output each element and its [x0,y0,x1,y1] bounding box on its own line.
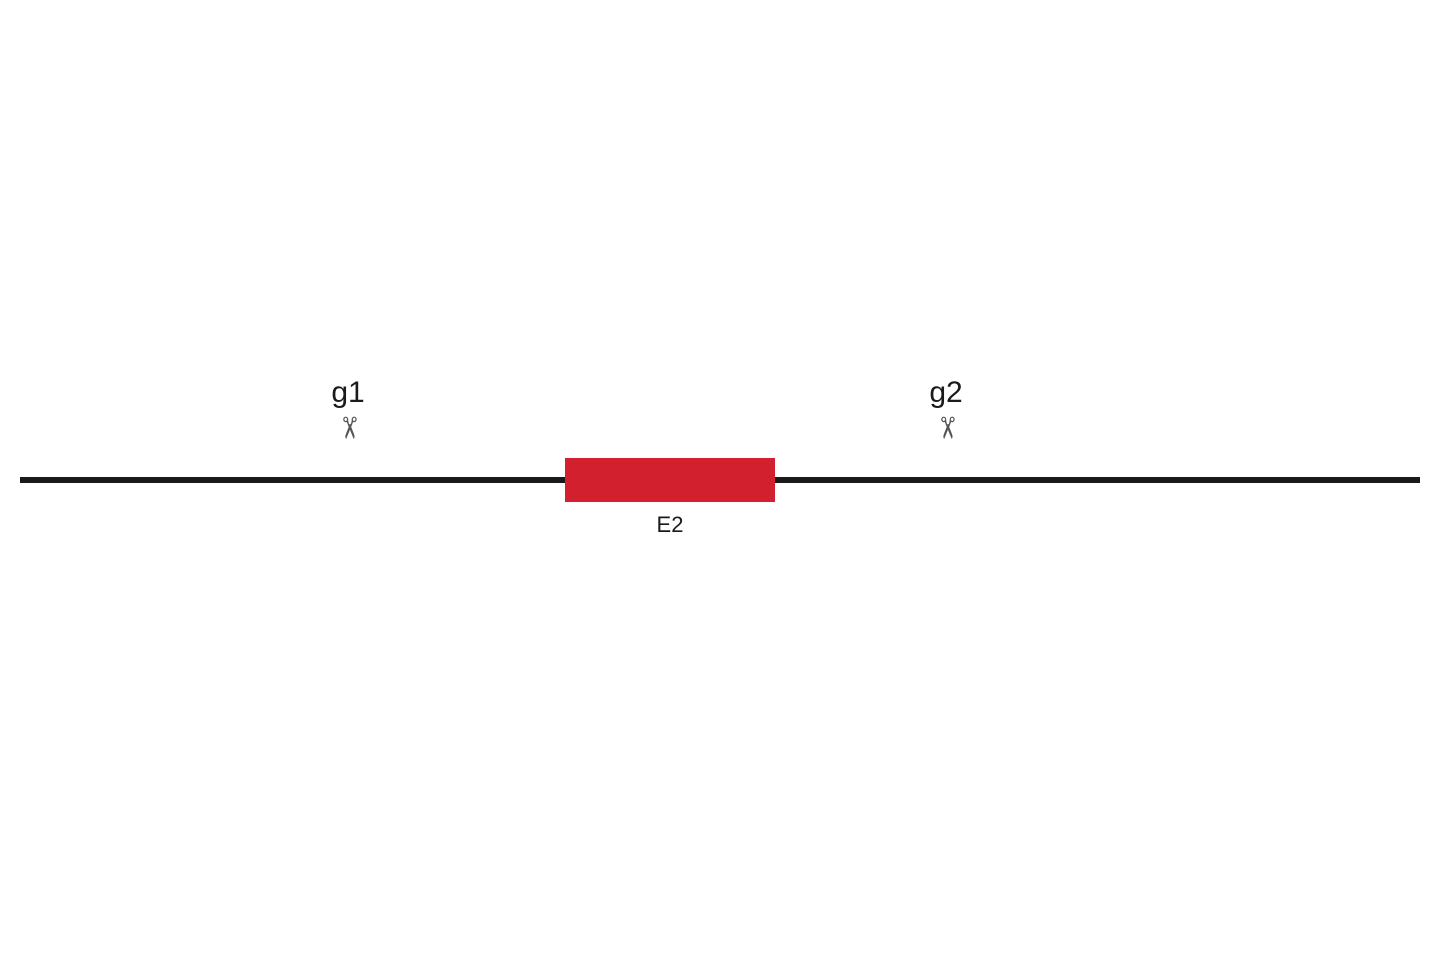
scissors-icon: ✂ [931,368,961,488]
scissors-icon: ✂ [333,368,363,488]
exon-box-e2 [565,458,775,502]
cut-site-g1: g1 ✂ [288,376,408,443]
cut-site-g2: g2 ✂ [886,376,1006,443]
exon-label-e2: E2 [565,512,775,538]
